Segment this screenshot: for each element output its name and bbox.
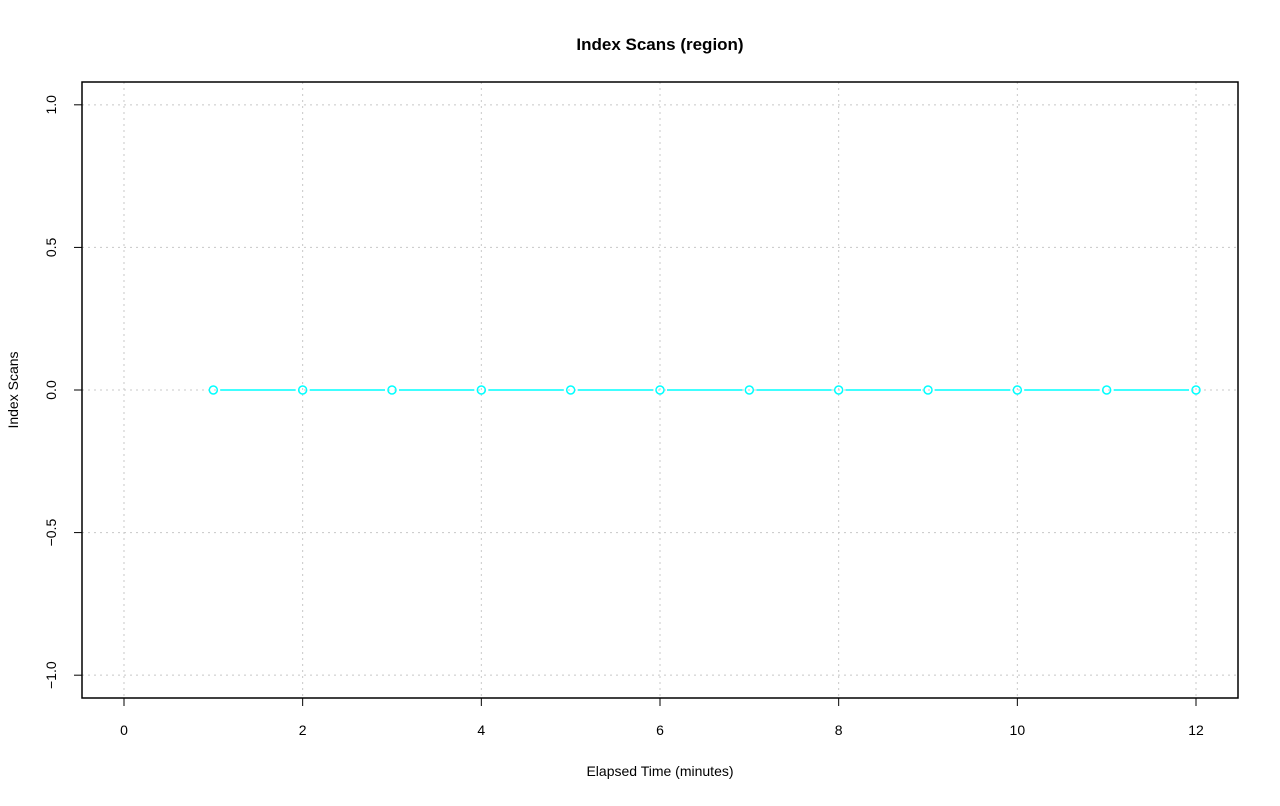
x-tick-label: 6	[656, 722, 664, 738]
data-point	[476, 385, 487, 395]
x-tick-label: 10	[1010, 722, 1026, 738]
x-tick-label: 4	[477, 722, 485, 738]
y-tick-label: 1.0	[43, 95, 59, 115]
x-tick-label: 0	[120, 722, 128, 738]
axes: 0 2 4 6 8 10 12 −1.0 −0.5 0.0 0.5 1.0	[43, 95, 1204, 738]
series	[208, 385, 1201, 395]
x-tick-label: 2	[299, 722, 307, 738]
data-point	[1101, 385, 1112, 395]
x-tick-label: 12	[1188, 722, 1204, 738]
data-point	[208, 385, 219, 395]
data-point	[297, 385, 308, 395]
y-tick-label: 0.0	[43, 380, 59, 400]
data-point	[923, 385, 933, 395]
data-point	[387, 385, 397, 395]
chart-title: Index Scans (region)	[576, 35, 743, 54]
data-point	[655, 385, 665, 395]
data-point	[1191, 385, 1201, 395]
y-tick-label: 0.5	[43, 237, 59, 257]
data-point	[1012, 385, 1023, 395]
data-point	[744, 385, 755, 395]
data-point	[833, 385, 844, 395]
data-point	[565, 385, 576, 395]
y-axis-label: Index Scans	[5, 351, 21, 428]
x-tick-label: 8	[835, 722, 843, 738]
y-tick-label: −1.0	[43, 661, 59, 689]
y-tick-label: −0.5	[43, 519, 59, 547]
x-axis-label: Elapsed Time (minutes)	[586, 763, 733, 779]
